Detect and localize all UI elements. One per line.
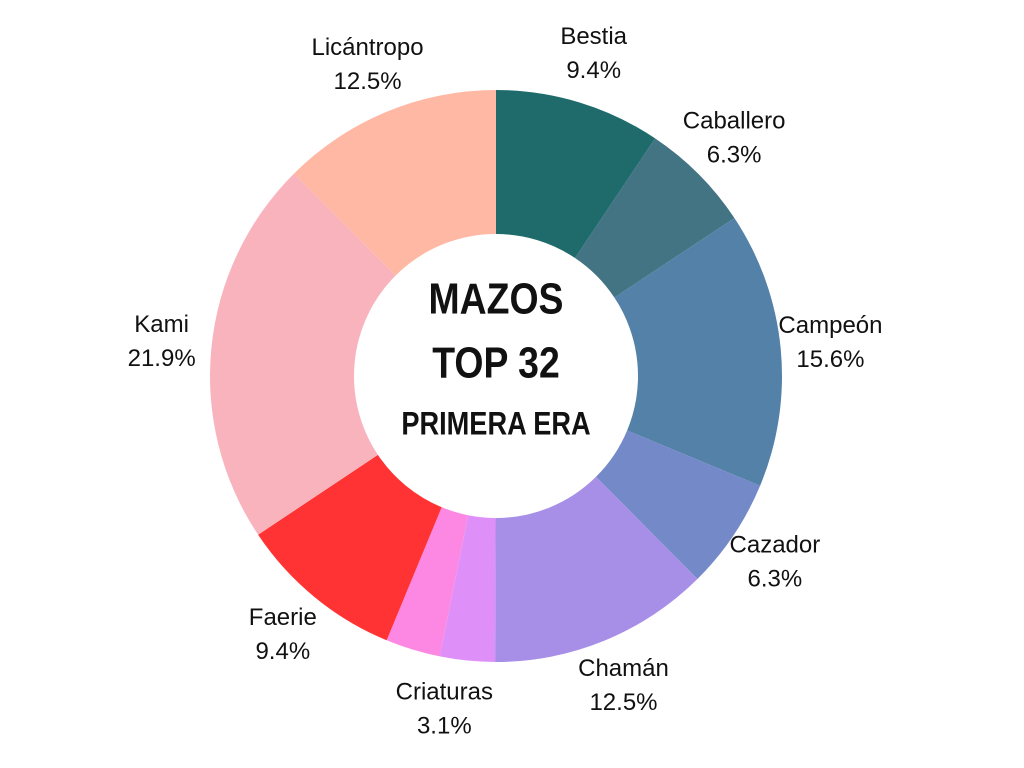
slice-value-label: 6.3% [748, 566, 803, 593]
donut-slice [596, 430, 761, 580]
slice-label: Campeón [778, 312, 882, 339]
donut-slice [293, 90, 496, 276]
slice-value-label: 15.6% [796, 346, 864, 373]
center-title: MAZOS [428, 274, 563, 324]
slice-value-label: 21.9% [128, 345, 196, 372]
slice-label: Criaturas [396, 679, 493, 706]
slice-label: Caballero [683, 107, 786, 134]
slice-label: Chamán [578, 655, 669, 682]
donut-slice [210, 173, 396, 535]
slice-label: Licántropo [312, 34, 424, 61]
slice-label: Faerie [249, 604, 317, 631]
donut-slice [258, 454, 442, 641]
donut-slice [496, 90, 656, 259]
slice-value-label: 12.5% [589, 689, 657, 716]
slice-value-label: 6.3% [707, 141, 762, 168]
center-title: TOP 32 [432, 338, 560, 388]
donut-slice [495, 476, 698, 662]
slice-value-label: 9.4% [566, 57, 621, 84]
slice-value-label: 9.4% [255, 638, 310, 665]
donut-slice [575, 138, 735, 298]
slice-label: Cazador [730, 532, 821, 559]
slice-label: Kami [134, 311, 189, 338]
donut-slice [439, 515, 496, 662]
slice-value-label: 3.1% [417, 713, 472, 740]
slice-value-label: 12.5% [334, 68, 402, 95]
slice-label: Bestia [560, 23, 627, 50]
donut-slice [386, 507, 469, 657]
donut-slice [614, 217, 782, 486]
center-subtitle: PRIMERA ERA [401, 406, 590, 442]
